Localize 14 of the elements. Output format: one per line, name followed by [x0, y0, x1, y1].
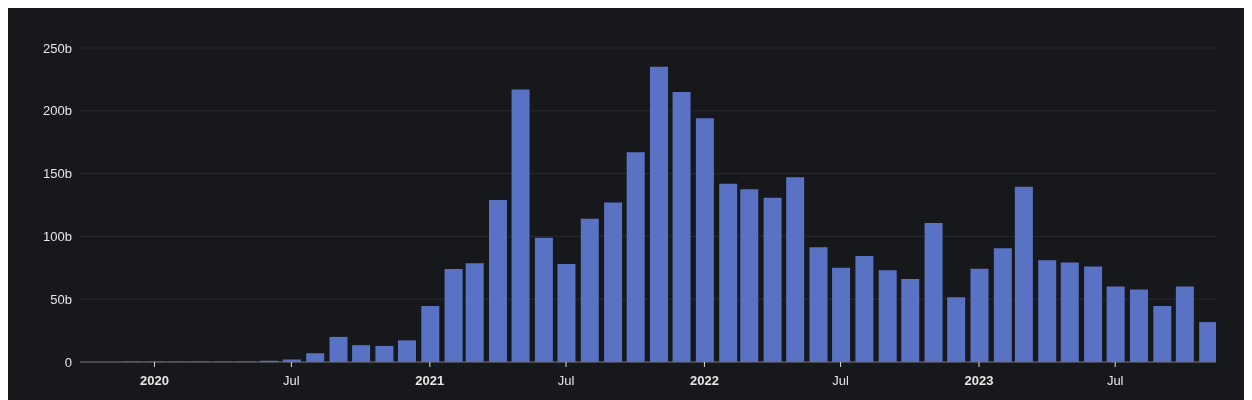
x-tick-label: 2022 — [689, 373, 719, 388]
y-tick-label: 200b — [43, 103, 72, 119]
y-tick-label: 250b — [43, 40, 72, 56]
x-tick-label: 2023 — [964, 373, 994, 388]
y-tick-label: 0 — [64, 354, 72, 370]
x-tick-label: 2021 — [415, 373, 445, 388]
x-tick-label: Jul — [1106, 373, 1124, 388]
x-tick-label: Jul — [283, 373, 300, 388]
y-tick-label: 100b — [43, 229, 72, 245]
x-tick-label: Jul — [557, 373, 575, 388]
y-tick-label: 150b — [43, 166, 72, 182]
x-tick-label: 2020 — [140, 373, 169, 388]
x-tick-label: Jul — [832, 373, 850, 388]
y-tick-label: 50b — [50, 291, 72, 307]
